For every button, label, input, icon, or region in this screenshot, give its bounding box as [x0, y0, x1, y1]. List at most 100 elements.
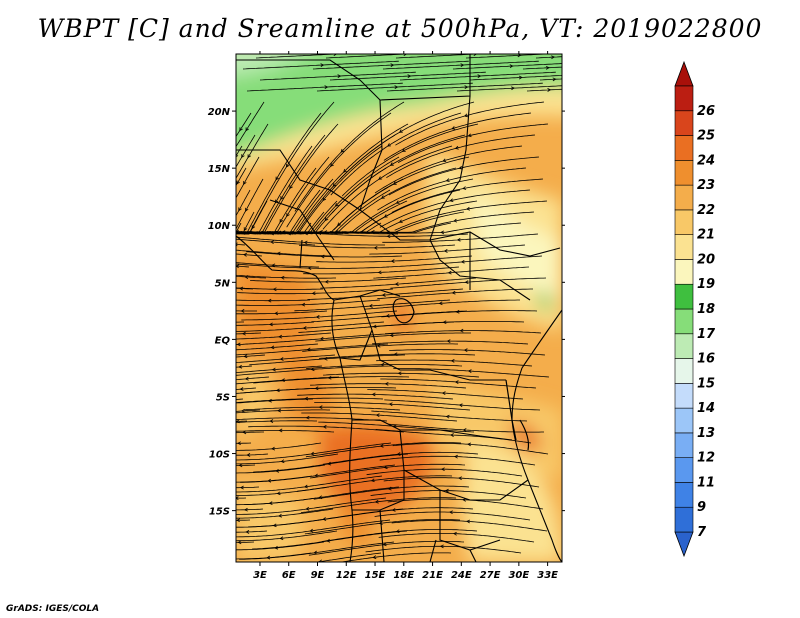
streamline: [236, 156, 260, 199]
streamline: [286, 112, 392, 228]
streamline-arrow: [236, 180, 240, 185]
streamline: [369, 244, 526, 255]
streamline: [236, 508, 264, 511]
colorbar-swatch: [674, 358, 694, 384]
streamline-arrow: [241, 154, 245, 159]
streamline-arrow: [446, 339, 451, 344]
streamline-arrow: [270, 345, 275, 350]
colorbar-under-arrow: [674, 531, 694, 558]
streamline-arrow: [238, 207, 242, 212]
streamline: [314, 552, 382, 562]
colorbar-swatch: [674, 85, 694, 112]
streamline: [381, 310, 538, 318]
streamline-arrow: [460, 63, 465, 67]
streamline: [365, 545, 522, 554]
colorbar-label: 25: [697, 129, 715, 144]
colorbar-swatch: [674, 407, 694, 434]
streamline: [250, 277, 407, 283]
streamline-arrow: [459, 328, 464, 333]
streamline-arrow: [389, 333, 394, 338]
streamline-arrow: [343, 168, 347, 173]
streamline-arrow: [334, 202, 339, 207]
streamline: [397, 123, 549, 163]
streamline: [301, 412, 458, 422]
streamline: [374, 511, 531, 521]
streamline: [386, 255, 543, 268]
streamline-arrow: [463, 113, 468, 118]
streamline: [391, 520, 548, 532]
streamline-arrow: [243, 354, 248, 359]
lat-label: EQ: [215, 335, 231, 346]
streamline-arrow: [274, 199, 279, 204]
streamline: [330, 112, 462, 196]
streamline: [236, 343, 319, 351]
streamline-arrow: [462, 428, 467, 432]
streamline: [236, 530, 338, 542]
streamline-arrow: [451, 126, 456, 130]
streamline-arrow: [440, 467, 445, 472]
streamline-arrow: [279, 357, 284, 361]
streamline-arrow: [236, 155, 239, 158]
streamline: [383, 477, 540, 488]
streamline-arrow: [464, 85, 469, 89]
streamline-arrow: [368, 304, 373, 308]
colorbar-swatch: [674, 482, 694, 508]
streamline: [236, 332, 262, 335]
colorbar-swatch: [674, 506, 694, 533]
streamline: [297, 393, 454, 400]
streamline-arrow: [397, 371, 402, 376]
streamline: [240, 123, 339, 234]
streamline-arrow: [458, 476, 462, 481]
streamline: [386, 82, 543, 92]
streamline: [242, 60, 399, 70]
streamline-arrow: [378, 176, 383, 180]
streamline: [368, 321, 525, 328]
credit-text: GrADS: IGES/COLA: [6, 604, 100, 614]
streamline: [253, 453, 409, 473]
streamline-arrow: [389, 162, 394, 166]
streamline: [310, 383, 467, 389]
streamline: [526, 88, 562, 92]
streamline-arrow: [310, 451, 315, 456]
streamline-arrow: [379, 444, 384, 448]
streamline-arrow: [274, 311, 279, 316]
streamline: [281, 134, 396, 235]
streamline: [236, 236, 385, 246]
streamline: [522, 66, 562, 70]
streamline: [383, 112, 532, 161]
streamline-arrow: [322, 425, 327, 429]
streamline-arrow: [448, 510, 453, 515]
streamline-arrow: [303, 484, 308, 489]
streamline: [294, 101, 405, 212]
lat-label: 5N: [215, 278, 231, 289]
streamline-arrow: [314, 473, 319, 478]
streamline: [317, 507, 474, 521]
streamline: [379, 189, 531, 228]
lon-label: 18E: [393, 570, 414, 581]
streamline-arrow: [380, 362, 385, 367]
streamline-arrow: [442, 320, 447, 325]
streamline: [253, 376, 410, 384]
streamline-arrow: [332, 183, 337, 187]
streamline: [312, 232, 469, 237]
streamline-arrow: [240, 408, 245, 413]
streamline-arrow: [454, 454, 458, 459]
streamline: [307, 288, 464, 300]
lat-label: 20N: [208, 107, 231, 118]
streamline-arrow: [237, 441, 241, 446]
streamline-arrow: [374, 499, 379, 504]
streamline-arrow: [458, 403, 463, 408]
lon-label: 12E: [336, 570, 357, 581]
streamline-arrow: [279, 218, 284, 223]
streamline: [236, 112, 252, 138]
streamline-arrow: [243, 227, 248, 232]
streamline: [322, 145, 453, 230]
streamline: [236, 552, 312, 560]
streamline-arrow: [313, 550, 318, 555]
streamline-arrow: [269, 322, 273, 327]
streamline: [236, 442, 392, 461]
streamline-arrow: [238, 463, 243, 468]
colorbar-label: 7: [697, 525, 707, 540]
streamline: [372, 340, 529, 345]
streamline: [377, 288, 533, 300]
